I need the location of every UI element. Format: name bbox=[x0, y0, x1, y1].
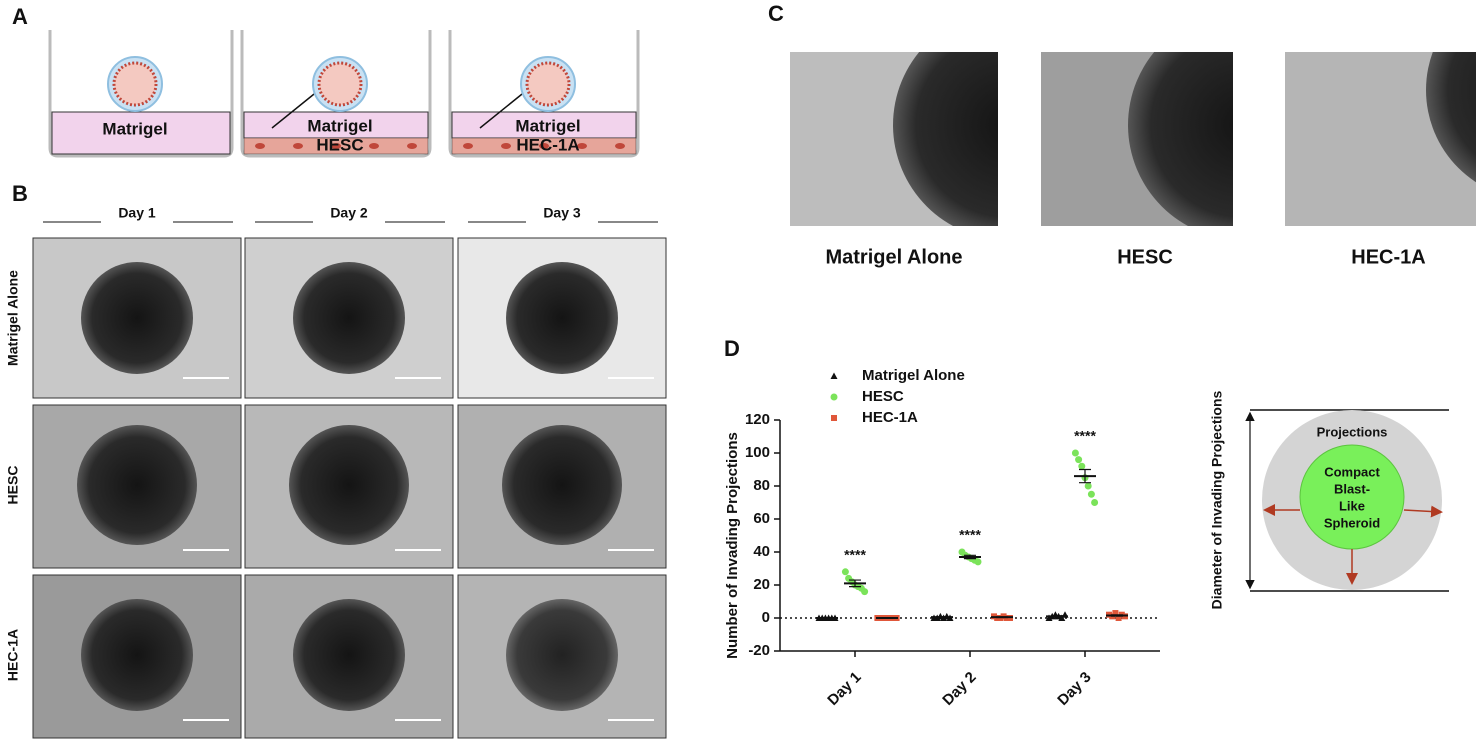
cell bbox=[255, 143, 265, 149]
day-header: Day 3 bbox=[543, 205, 581, 221]
error-bar bbox=[936, 616, 948, 619]
panel-label: C bbox=[768, 1, 784, 26]
y-tick-label: 80 bbox=[753, 477, 770, 494]
data-point bbox=[1087, 490, 1095, 498]
y-axis-title: Number of Invading Projections bbox=[724, 432, 741, 659]
embryo-rim bbox=[112, 61, 158, 107]
legend-marker bbox=[830, 372, 838, 379]
spheroid bbox=[293, 599, 405, 711]
data-point bbox=[974, 558, 982, 566]
y-tick-label: 20 bbox=[753, 576, 770, 593]
embryo-rim bbox=[317, 61, 363, 107]
closeup-caption: Matrigel Alone bbox=[825, 246, 962, 268]
data-point bbox=[841, 568, 849, 576]
panel-label: B bbox=[12, 181, 28, 206]
data-point bbox=[1091, 499, 1099, 506]
y-tick-label: -20 bbox=[748, 642, 770, 659]
day-header: Day 2 bbox=[330, 205, 368, 221]
spheroid bbox=[293, 262, 405, 374]
cell bbox=[577, 143, 587, 149]
spheroid-edge bbox=[1128, 52, 1233, 226]
well bbox=[448, 30, 640, 158]
closeup-caption: HESC bbox=[1117, 246, 1173, 268]
inner-label: Spheroid bbox=[1324, 515, 1380, 530]
cell bbox=[407, 143, 417, 149]
y-tick-label: 0 bbox=[762, 609, 770, 626]
well-label: HESC bbox=[316, 135, 363, 154]
spheroid bbox=[81, 599, 193, 711]
cell bbox=[331, 143, 341, 149]
cell bbox=[615, 143, 625, 149]
error-bar bbox=[996, 616, 1008, 619]
data-point bbox=[1045, 614, 1053, 621]
spheroid bbox=[81, 262, 193, 374]
x-tick-label: Day 2 bbox=[939, 669, 979, 709]
data-point bbox=[1078, 462, 1086, 470]
inner-label: Blast- bbox=[1334, 481, 1370, 496]
cell bbox=[501, 143, 511, 149]
matrigel-layer bbox=[51, 111, 231, 155]
data-point bbox=[1115, 615, 1122, 621]
x-tick-label: Day 3 bbox=[1054, 669, 1094, 709]
error-bar bbox=[1111, 614, 1123, 617]
spheroid bbox=[77, 425, 197, 545]
data-point bbox=[861, 588, 869, 596]
well-label: Matrigel bbox=[307, 116, 372, 135]
spheroid bbox=[502, 425, 622, 545]
y-tick-label: 40 bbox=[753, 543, 770, 560]
cell bbox=[539, 143, 549, 149]
legend-marker bbox=[830, 393, 838, 401]
spheroid bbox=[289, 425, 409, 545]
error-bar bbox=[1079, 468, 1091, 484]
cell bbox=[463, 143, 473, 149]
closeup-caption: HEC-1A bbox=[1351, 246, 1425, 268]
well bbox=[48, 30, 234, 158]
cell bbox=[369, 143, 379, 149]
error-bar bbox=[849, 579, 861, 588]
diagram-axis-label: Diameter of Invading Projections bbox=[1209, 390, 1225, 609]
outer-label: Projections bbox=[1317, 424, 1388, 439]
spheroid-core bbox=[1299, 444, 1405, 550]
inner-label: Compact bbox=[1324, 464, 1380, 479]
embryo-rim bbox=[525, 61, 571, 107]
significance: **** bbox=[959, 527, 981, 543]
legend-label: HEC-1A bbox=[862, 409, 918, 426]
legend-marker bbox=[831, 415, 837, 421]
legend-label: HESC bbox=[862, 388, 904, 405]
well-label: HEC-1A bbox=[516, 135, 579, 154]
row-label: HESC bbox=[5, 466, 21, 505]
data-point bbox=[1084, 482, 1092, 490]
row-label: Matrigel Alone bbox=[5, 270, 21, 366]
data-point bbox=[1075, 456, 1083, 464]
error-bar bbox=[964, 554, 976, 560]
inner-label: Like bbox=[1339, 498, 1365, 513]
day-header: Day 1 bbox=[118, 205, 156, 221]
panel-label: A bbox=[12, 4, 28, 29]
spheroid bbox=[506, 262, 618, 374]
significance: **** bbox=[844, 547, 866, 563]
significance: **** bbox=[1074, 428, 1096, 444]
spheroid-edge bbox=[1426, 52, 1476, 183]
data-point bbox=[1058, 614, 1066, 621]
well-label: Matrigel bbox=[102, 119, 167, 138]
cell bbox=[293, 143, 303, 149]
error-bar bbox=[1051, 615, 1063, 618]
well bbox=[240, 30, 432, 158]
y-tick-label: 120 bbox=[745, 411, 770, 428]
spheroid bbox=[506, 599, 618, 711]
panel-label: D bbox=[724, 336, 740, 361]
row-label: HEC-1A bbox=[5, 629, 21, 681]
projection-arrow bbox=[1403, 505, 1443, 518]
y-tick-label: 100 bbox=[745, 444, 770, 461]
data-point bbox=[1112, 610, 1119, 617]
data-point bbox=[1071, 449, 1079, 457]
legend-label: Matrigel Alone bbox=[862, 367, 965, 384]
spheroid-edge bbox=[893, 52, 998, 226]
x-tick-label: Day 1 bbox=[824, 669, 864, 709]
well-label: Matrigel bbox=[515, 116, 580, 135]
y-tick-label: 60 bbox=[753, 510, 770, 527]
